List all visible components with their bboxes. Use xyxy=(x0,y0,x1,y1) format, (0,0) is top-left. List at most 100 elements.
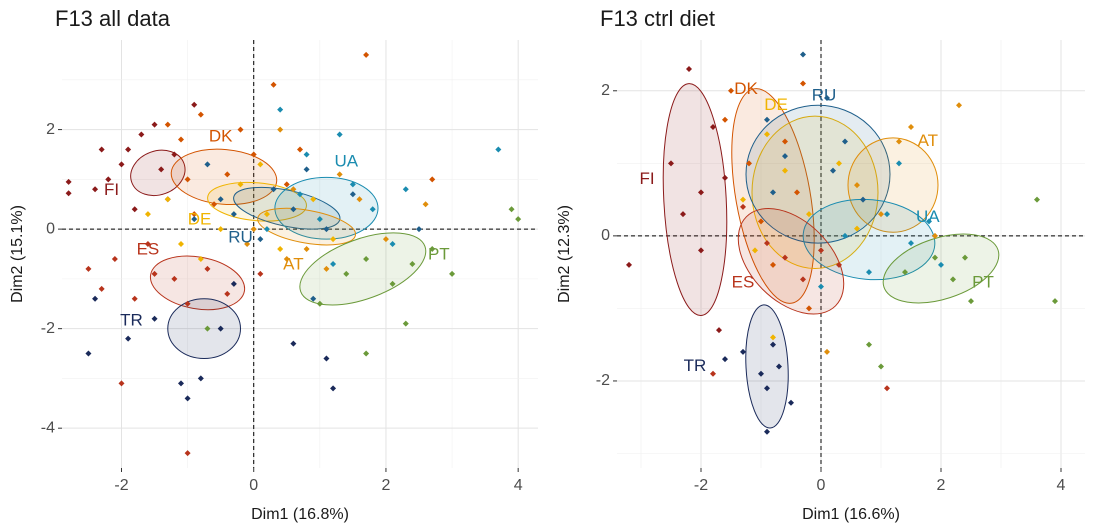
point-fi xyxy=(138,131,145,138)
point-es xyxy=(764,240,770,247)
ellipse-es xyxy=(737,208,845,315)
point-ru xyxy=(764,116,770,123)
group-label-at: AT xyxy=(283,254,303,273)
point-pt xyxy=(363,350,370,357)
point-de xyxy=(854,225,860,232)
point-at xyxy=(323,265,330,272)
point-dk xyxy=(237,126,244,133)
point-de xyxy=(806,211,812,218)
point-es xyxy=(184,450,191,457)
point-fi xyxy=(158,166,165,173)
point-es xyxy=(710,370,716,377)
point-at xyxy=(382,236,389,243)
point-es xyxy=(818,247,824,254)
point-pt xyxy=(932,254,938,261)
point-ru xyxy=(310,295,317,302)
point-tr xyxy=(151,315,158,322)
point-es xyxy=(257,270,264,277)
x-tick-label: -2 xyxy=(694,477,708,494)
point-pt xyxy=(429,246,436,253)
point-ru xyxy=(860,196,866,203)
ellipse-fi xyxy=(662,83,728,317)
x-tick-label: 2 xyxy=(381,477,390,494)
point-ua xyxy=(908,240,914,247)
ellipse-pt xyxy=(882,233,1000,304)
point-dk xyxy=(270,81,277,88)
point-de xyxy=(330,236,337,243)
point-pt xyxy=(316,300,323,307)
point-fi xyxy=(92,186,99,193)
point-de xyxy=(277,246,284,253)
point-pt xyxy=(950,276,956,283)
point-dk xyxy=(758,218,764,225)
point-es xyxy=(224,290,231,297)
ellipse-de xyxy=(751,115,879,270)
point-ua xyxy=(926,218,932,225)
point-pt xyxy=(1034,196,1040,203)
point-tr xyxy=(230,280,237,287)
group-label-de: DE xyxy=(188,210,212,229)
y-tick-label: 0 xyxy=(601,227,610,244)
point-tr xyxy=(323,355,330,362)
point-ua xyxy=(349,181,356,188)
point-pt xyxy=(962,254,968,261)
point-dk xyxy=(806,305,812,312)
point-es xyxy=(131,295,138,302)
point-ua xyxy=(938,261,944,268)
point-ru xyxy=(230,211,237,218)
point-es xyxy=(171,275,178,282)
chart-panel-ctrl-diet: F13 ctrl diet FI DK DE RU AT UA PT ES TR -2 0 2 4 -2 0… xyxy=(547,0,1094,527)
group-label-es: ES xyxy=(137,240,160,259)
ellipse-dk xyxy=(731,88,815,304)
group-label-at: AT xyxy=(918,131,938,150)
y-tick-label: 0 xyxy=(46,220,55,237)
x-tick-label: 0 xyxy=(817,477,826,494)
point-dk xyxy=(224,171,231,178)
point-de xyxy=(217,226,224,233)
point-fi xyxy=(716,327,722,334)
chart-title: F13 all data xyxy=(55,6,170,31)
point-ua xyxy=(277,106,284,113)
point-pt xyxy=(449,270,456,277)
point-fi xyxy=(686,66,692,73)
group-label-ru: RU xyxy=(228,228,253,247)
point-at xyxy=(244,241,251,248)
point-ua xyxy=(330,260,337,267)
point-es xyxy=(782,254,788,261)
point-pt xyxy=(968,298,974,305)
x-tick-label: -2 xyxy=(114,477,128,494)
ellipse-pt xyxy=(299,232,427,306)
point-tr xyxy=(722,356,728,363)
group-label-dk: DK xyxy=(209,127,233,146)
point-tr xyxy=(184,395,191,402)
point-ru xyxy=(349,191,356,198)
point-tr xyxy=(92,295,99,302)
point-dk xyxy=(794,189,800,196)
point-pt xyxy=(866,341,872,348)
point-ua xyxy=(896,160,902,167)
point-tr xyxy=(85,350,92,357)
point-at xyxy=(908,124,914,131)
point-dk xyxy=(184,176,191,183)
point-fi xyxy=(698,247,704,254)
point-es xyxy=(800,276,806,283)
point-ua xyxy=(263,226,270,233)
group-label-tr: TR xyxy=(120,311,143,330)
point-fi xyxy=(105,176,112,183)
point-tr xyxy=(770,341,776,348)
point-at xyxy=(824,348,830,355)
point-at xyxy=(956,102,962,109)
point-de xyxy=(178,241,184,248)
point-fi xyxy=(131,206,138,213)
point-pt xyxy=(363,255,370,262)
group-label-pt: PT xyxy=(972,273,994,292)
point-fi xyxy=(710,124,716,131)
point-tr xyxy=(788,399,794,406)
point-dk xyxy=(746,160,752,167)
y-tick-label: -2 xyxy=(596,372,610,389)
point-de xyxy=(310,196,317,203)
point-tr xyxy=(764,385,770,392)
ellipse-fi xyxy=(130,149,186,197)
point-dk xyxy=(782,138,788,145)
point-ru xyxy=(217,196,224,203)
